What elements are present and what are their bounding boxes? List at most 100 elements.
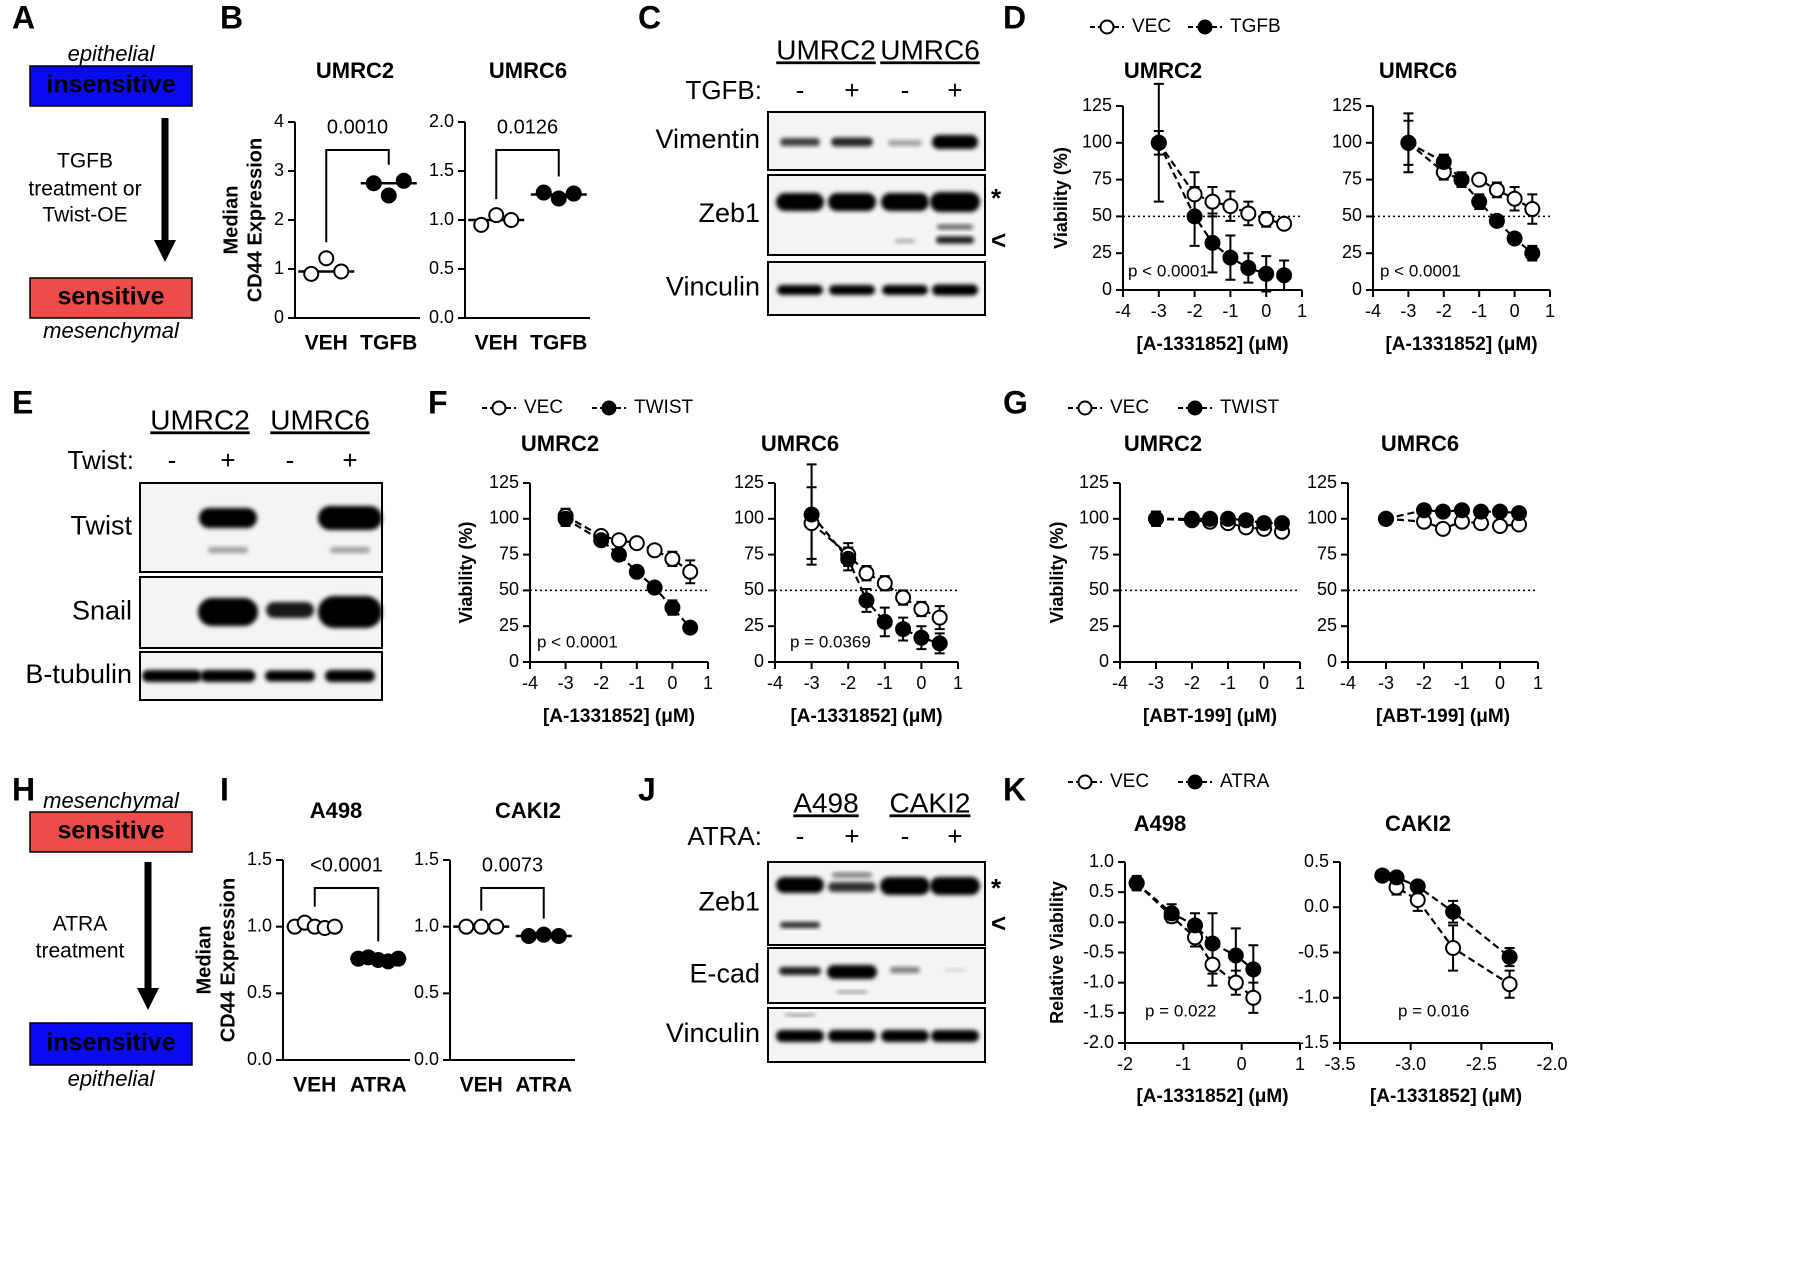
comparison-p: 0.0126 [497, 116, 558, 138]
chart-title: UMRC2 [521, 431, 599, 456]
x-tick-label: -2 [840, 673, 856, 693]
data-point [664, 550, 681, 567]
legend-marker [1077, 774, 1093, 790]
data-point [1435, 503, 1451, 520]
chart-title: UMRC2 [316, 58, 394, 83]
y-tick-label: 25 [744, 615, 764, 635]
data-point [611, 546, 627, 563]
legend-label: VEC [1110, 397, 1149, 418]
blot-band [829, 285, 875, 295]
x-axis-label: [A-1331852] (μM) [1370, 1086, 1522, 1107]
data-point [628, 563, 645, 580]
data-point [1501, 949, 1518, 966]
data-point [1511, 505, 1527, 522]
chart-title: UMRC6 [489, 58, 567, 83]
lane-sign: + [947, 821, 962, 851]
data-point [1416, 502, 1432, 519]
x-tick-label: -3 [1148, 673, 1164, 693]
legend-label: VEC [1132, 16, 1171, 37]
x-tick-label: -4 [1112, 673, 1128, 693]
blot-panel [767, 947, 986, 1004]
blot-band [198, 598, 258, 626]
data-point [1163, 905, 1180, 922]
x-tick-label: -2 [1436, 301, 1452, 321]
data-point [1187, 917, 1203, 934]
legend-label: VEC [524, 397, 563, 418]
y-axis-label: CD44 Expression [244, 138, 266, 303]
data-point [1256, 515, 1272, 532]
y-tick-label: -2.0 [1083, 1032, 1114, 1052]
x-tick-label: -1 [877, 673, 893, 693]
arrow-label: TGFB [57, 150, 113, 173]
data-point [858, 565, 875, 582]
blot-band [199, 508, 257, 528]
blot-band [779, 967, 821, 975]
data-point [1409, 878, 1426, 895]
data-point [503, 212, 520, 228]
p-value: p < 0.0001 [1128, 261, 1209, 280]
y-axis-label: Median [220, 186, 242, 255]
x-tick-label: 1 [703, 673, 713, 693]
y-tick-label: -1.5 [1298, 1032, 1329, 1052]
blot-band [780, 922, 820, 928]
blot-band [777, 285, 823, 295]
lane-sign: - [796, 821, 805, 851]
data-point [488, 918, 505, 935]
comparison-bracket [495, 149, 560, 200]
y-tick-label: 75 [1342, 168, 1362, 188]
y-tick-label: 2.0 [429, 111, 454, 131]
data-point [858, 592, 875, 609]
comparison-p: 0.0073 [482, 854, 543, 876]
protein-label: Twist [70, 511, 132, 541]
data-point [1488, 181, 1505, 198]
data-point [682, 619, 699, 636]
y-tick-label: 1.0 [247, 915, 272, 935]
band-marker: < [991, 908, 1006, 938]
y-tick-label: 0.0 [247, 1049, 272, 1069]
y-tick-label: 125 [1079, 472, 1109, 492]
chart-title: UMRC6 [1379, 58, 1457, 83]
data-point [1240, 259, 1257, 276]
x-tick-label: VEH [475, 332, 518, 355]
lane-sign: + [844, 75, 859, 105]
data-point [1506, 190, 1523, 207]
y-tick-label: 0.5 [429, 258, 454, 278]
y-tick-label: 25 [1089, 615, 1109, 635]
data-point [1506, 230, 1523, 247]
x-tick-label: 1 [1295, 1054, 1305, 1074]
state-box [29, 277, 193, 319]
y-tick-label: 1.5 [414, 849, 439, 869]
panel-label: H [12, 771, 35, 807]
x-tick-label: 0 [1510, 301, 1520, 321]
y-tick-label: 25 [1342, 242, 1362, 262]
x-tick-label: 1 [1533, 673, 1543, 693]
blot-band [882, 285, 928, 295]
y-tick-label: 2 [274, 209, 284, 229]
cell-line: UMRC6 [270, 404, 370, 435]
y-tick-label: -1.0 [1298, 987, 1329, 1007]
x-axis-label: [A-1331852] (μM) [1136, 334, 1288, 355]
x-axis-label: [ABT-199] (μM) [1376, 706, 1510, 727]
y-tick-label: 100 [1082, 132, 1112, 152]
blot-band [832, 872, 872, 878]
blot-band [828, 1030, 876, 1042]
lane-sign: + [844, 821, 859, 851]
y-tick-label: 0.5 [247, 982, 272, 1002]
lane-sign: - [901, 75, 910, 105]
x-tick-label: 0 [1259, 673, 1269, 693]
data-point [1204, 193, 1221, 210]
legend-marker [491, 400, 507, 416]
data-point [1258, 211, 1275, 228]
y-tick-label: 0 [1102, 279, 1112, 299]
arrow-label: ATRA [53, 913, 107, 936]
legend-marker [1099, 19, 1115, 35]
state-note: mesenchymal [43, 318, 180, 343]
y-tick-label: 125 [1082, 95, 1112, 115]
comparison-bracket [480, 887, 545, 919]
data-point [646, 542, 663, 559]
data-point [1222, 249, 1239, 266]
x-tick-label: -3 [804, 673, 820, 693]
comparison-bracket [313, 887, 380, 942]
data-point [628, 535, 645, 552]
data-point [593, 532, 610, 549]
